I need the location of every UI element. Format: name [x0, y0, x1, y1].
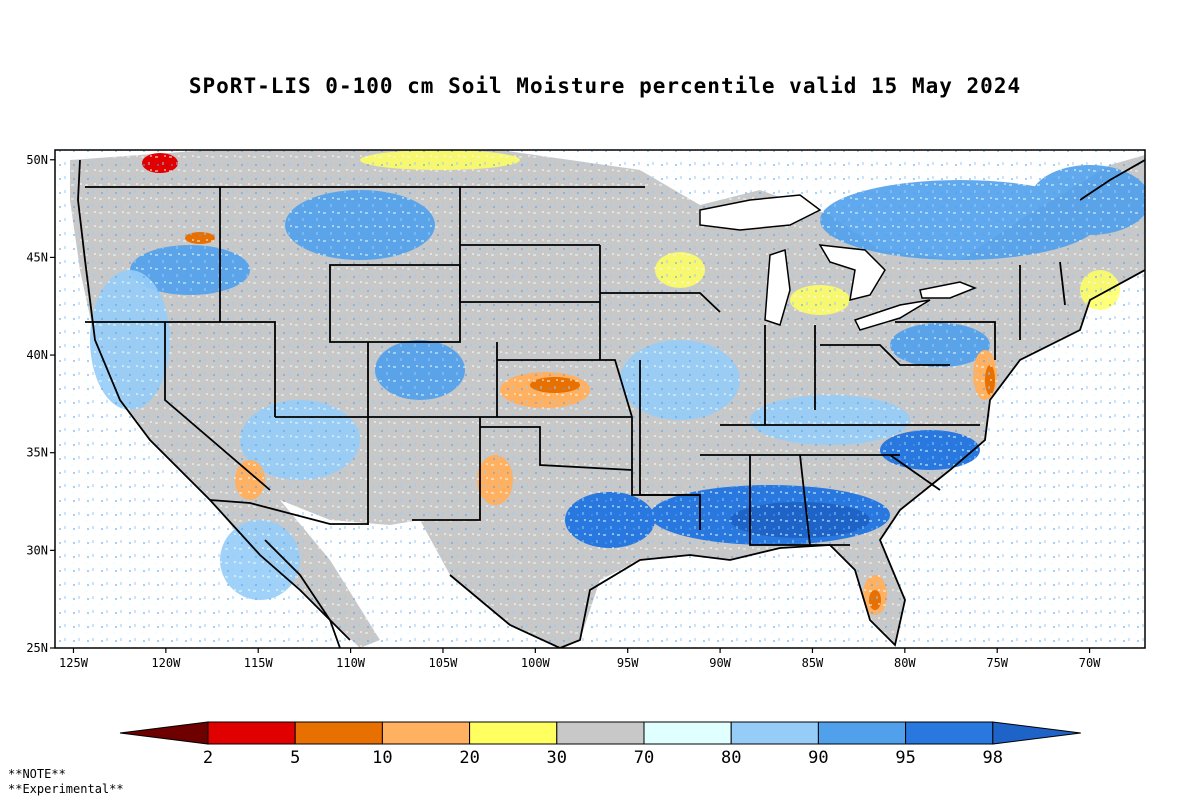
colorbar-label: 90: [808, 748, 828, 768]
colorbar-label: 70: [634, 748, 654, 768]
colorbar-label: 5: [290, 748, 300, 768]
lake-huron: [818, 244, 886, 302]
lake-ontario: [919, 281, 978, 299]
map-frame: [54, 149, 1146, 649]
lon-tick-label: 70W: [1079, 656, 1101, 670]
lon-tick-label: 125W: [59, 656, 89, 670]
lon-tick-label: 90W: [709, 656, 731, 670]
colorbar-low-arrow: [119, 721, 209, 745]
colorbar-label: 10: [372, 748, 392, 768]
colorbar-swatch: [556, 721, 645, 745]
note-line-1: **NOTE**: [8, 767, 66, 781]
colorbar-label: 20: [459, 748, 479, 768]
lon-tick-label: 100W: [521, 656, 551, 670]
lat-tick-label: 30N: [26, 543, 48, 557]
lat-tick-label: 45N: [26, 250, 48, 264]
lake-erie: [853, 299, 931, 331]
colorbar-swatch: [207, 721, 296, 745]
colorbar-swatch: [643, 721, 732, 745]
colorbar-swatch: [817, 721, 907, 745]
lake-michigan: [764, 248, 791, 326]
colorbar-label: 98: [983, 748, 1003, 768]
lake-superior: [699, 194, 822, 231]
lon-tick-label: 115W: [244, 656, 274, 670]
colorbar-high-arrow: [992, 721, 1081, 745]
colorbar-label: 2: [203, 748, 213, 768]
colorbar-swatch: [730, 721, 819, 745]
lat-tick-label: 40N: [26, 348, 48, 362]
note-line-2: **Experimental**: [8, 782, 124, 796]
lon-tick-label: 105W: [429, 656, 459, 670]
colorbar-label: 30: [547, 748, 567, 768]
map-title: SPoRT-LIS 0-100 cm Soil Moisture percent…: [188, 74, 1022, 98]
colorbar-swatch: [381, 721, 471, 745]
coastlines: [77, 159, 1145, 648]
lon-tick-label: 85W: [802, 656, 824, 670]
lon-tick-label: 120W: [151, 656, 181, 670]
state-boundaries: [85, 186, 1066, 546]
lon-tick-label: 80W: [894, 656, 916, 670]
colorbar: 2 5 10 20 30 70 80 90 95 98: [119, 721, 1081, 768]
lon-tick-label: 75W: [986, 656, 1008, 670]
colorbar-swatch: [905, 721, 994, 745]
latitude-axis: 50N 45N 40N 35N 30N 25N: [26, 153, 55, 655]
lat-tick-label: 50N: [26, 153, 48, 167]
colorbar-swatch: [469, 721, 558, 745]
lon-tick-label: 110W: [336, 656, 366, 670]
longitude-axis: 125W 120W 115W 110W 105W 100W 95W 90W 85W 80W 75W 7…: [59, 648, 1101, 670]
lat-tick-label: 25N: [26, 641, 48, 655]
colorbar-label: 80: [721, 748, 741, 768]
soil-moisture-field: [55, 150, 1145, 648]
lat-tick-label: 35N: [26, 446, 48, 460]
colorbar-swatch: [294, 721, 383, 745]
lon-tick-label: 95W: [617, 656, 639, 670]
colorbar-label: 95: [895, 748, 915, 768]
